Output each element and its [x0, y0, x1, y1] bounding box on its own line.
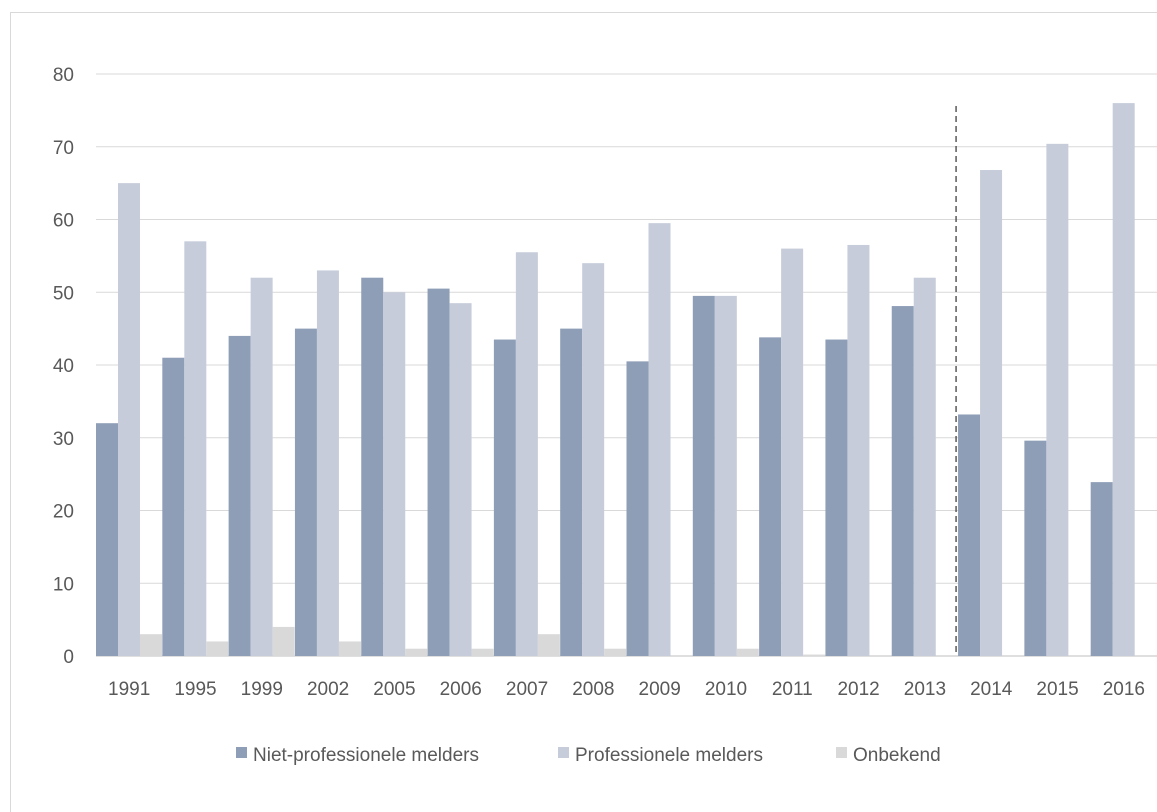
- legend-swatch: [836, 747, 847, 758]
- legend-swatch: [236, 747, 247, 758]
- x-tick-label: 1991: [108, 679, 150, 700]
- bar-1995-1: [184, 241, 207, 656]
- bar-1991-2: [140, 634, 162, 656]
- bar-2016-1: [1112, 103, 1135, 657]
- y-tick-label: 70: [53, 138, 74, 159]
- bar-2009-1: [648, 223, 671, 656]
- y-tick-label: 0: [63, 647, 74, 668]
- x-tick-label: 2002: [307, 679, 349, 700]
- x-axis: 1991 1995 1999 2002 2005 2006 2007 2008 2009 2010…: [108, 679, 1145, 700]
- bar-2007-2: [537, 634, 560, 656]
- bars: [96, 103, 1135, 657]
- x-tick-label: 2016: [1103, 679, 1145, 700]
- x-tick-label: 2009: [639, 679, 681, 700]
- bar-2016-0: [1090, 482, 1113, 656]
- legend-label: Onbekend: [853, 745, 941, 766]
- x-tick-label: 2014: [970, 679, 1013, 700]
- chart-frame: [10, 12, 1157, 812]
- bar-chart: 0 10 20 30 40 50 60 70 80 1991 1995 1999 2002 2005 20…: [53, 65, 1157, 766]
- bar-2015-0: [1024, 440, 1047, 656]
- legend-label: Professionele melders: [575, 745, 763, 766]
- x-tick-label: 2008: [572, 679, 614, 700]
- bar-1999-2: [272, 626, 295, 656]
- x-tick-label: 2007: [506, 679, 548, 700]
- bar-1995-0: [162, 357, 185, 656]
- bar-2014-0: [958, 414, 981, 656]
- x-tick-label: 1995: [174, 679, 216, 700]
- x-tick-label: 2012: [837, 679, 879, 700]
- bar-1999-1: [250, 277, 273, 656]
- bar-2007-0: [493, 339, 516, 656]
- legend-swatch: [558, 747, 569, 758]
- bar-2005-0: [361, 277, 384, 656]
- x-tick-label: 1999: [241, 679, 283, 700]
- x-tick-label: 2013: [904, 679, 946, 700]
- x-tick-label: 2010: [705, 679, 747, 700]
- bar-2012-0: [825, 339, 848, 656]
- bar-2010-2: [736, 648, 759, 656]
- bar-2015-1: [1046, 143, 1069, 657]
- bar-2008-2: [604, 648, 627, 656]
- y-tick-label: 50: [53, 283, 74, 304]
- bar-2013-1: [913, 277, 936, 656]
- y-axis: 0 10 20 30 40 50 60 70 80: [53, 65, 74, 668]
- y-tick-label: 30: [53, 429, 74, 450]
- bar-1999-0: [228, 335, 251, 656]
- y-tick-label: 10: [53, 574, 74, 595]
- bar-2010-0: [692, 295, 715, 656]
- bar-2009-0: [626, 361, 649, 656]
- bar-2011-1: [781, 248, 804, 656]
- x-tick-label: 2011: [772, 679, 813, 700]
- bar-2002-2: [338, 641, 361, 656]
- x-tick-label: 2015: [1036, 679, 1078, 700]
- bar-1991-1: [118, 183, 140, 656]
- bar-2011-0: [759, 337, 782, 656]
- x-tick-label: 2005: [373, 679, 415, 700]
- bar-2002-1: [316, 270, 339, 656]
- bar-2002-0: [294, 328, 317, 656]
- bar-2008-1: [582, 263, 605, 656]
- x-tick-label: 2006: [440, 679, 482, 700]
- y-tick-label: 20: [53, 502, 74, 523]
- bar-2014-1: [980, 170, 1003, 656]
- bar-2013-0: [891, 306, 914, 656]
- bar-2005-2: [405, 648, 428, 656]
- y-tick-label: 40: [53, 356, 74, 377]
- bar-1995-2: [206, 641, 229, 656]
- legend: Niet-professionele melders Professionele …: [236, 745, 941, 766]
- bar-2010-1: [714, 295, 737, 656]
- y-tick-label: 60: [53, 211, 74, 232]
- bar-2006-1: [449, 303, 472, 656]
- bar-2006-0: [427, 288, 450, 656]
- bar-2008-0: [560, 328, 583, 656]
- bar-2012-1: [847, 244, 870, 656]
- bar-2011-2: [803, 654, 826, 656]
- y-tick-label: 80: [53, 65, 74, 86]
- legend-label: Niet-professionele melders: [253, 745, 479, 766]
- bar-2007-1: [515, 252, 538, 657]
- bar-1991-0: [96, 423, 118, 656]
- bar-2006-2: [471, 648, 494, 656]
- bar-2005-1: [383, 292, 406, 656]
